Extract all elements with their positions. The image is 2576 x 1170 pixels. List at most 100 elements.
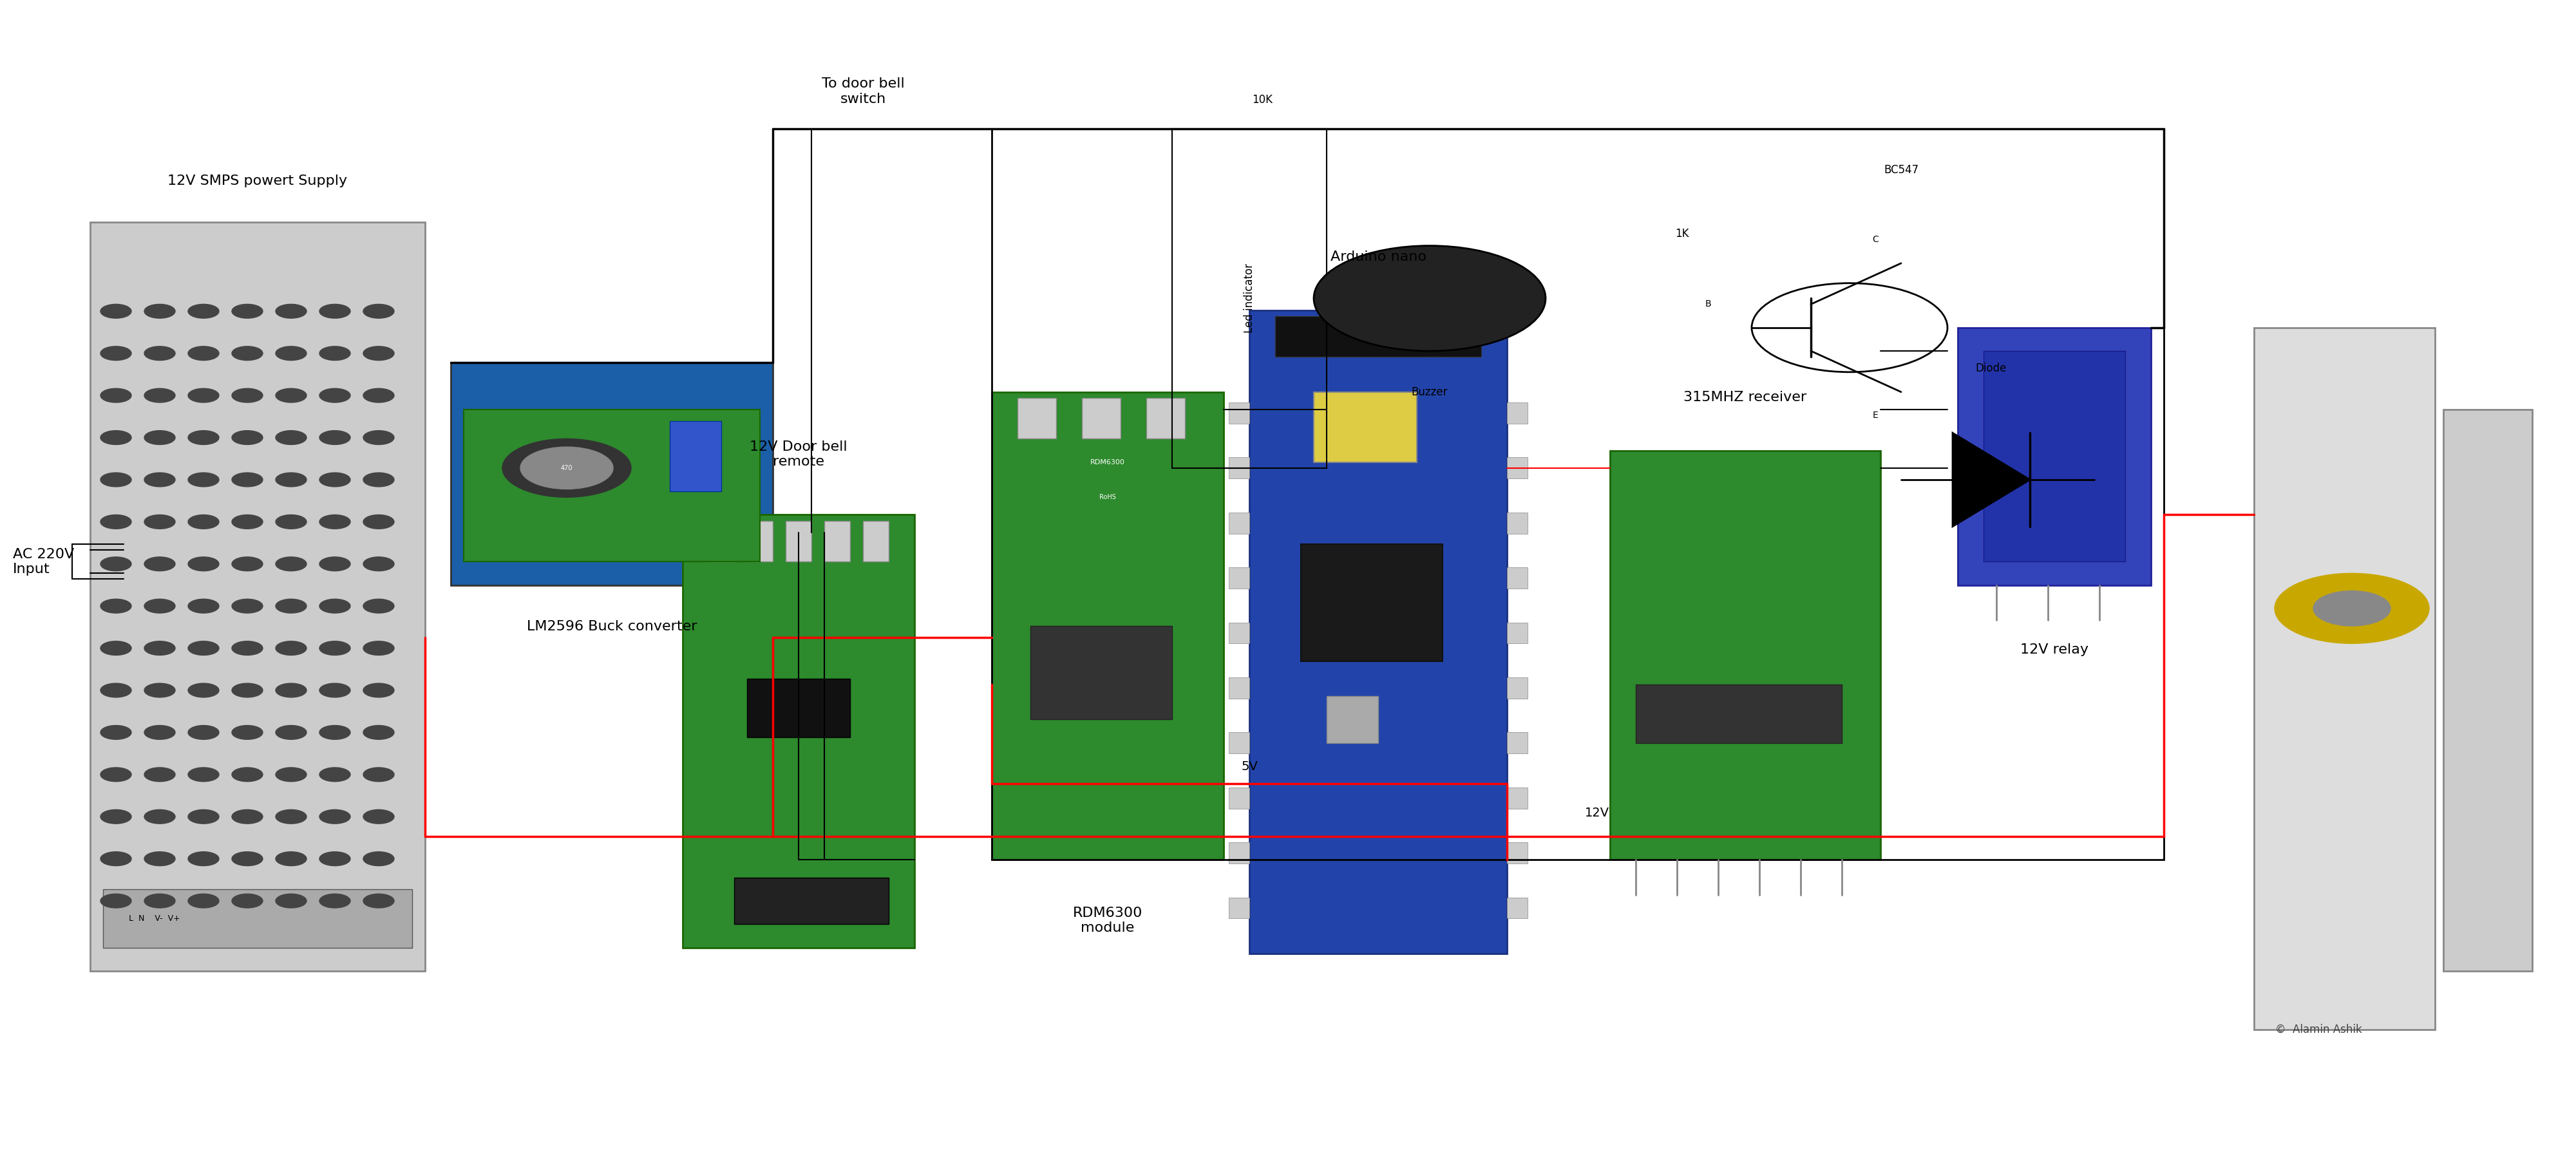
Text: B: B xyxy=(1705,300,1710,309)
Circle shape xyxy=(188,304,219,318)
Circle shape xyxy=(276,641,307,655)
Bar xyxy=(103,889,412,948)
Circle shape xyxy=(144,641,175,655)
Circle shape xyxy=(144,725,175,739)
Text: 5V: 5V xyxy=(1242,760,1257,772)
Circle shape xyxy=(188,599,219,613)
Text: 12V SMPS powert Supply: 12V SMPS powert Supply xyxy=(167,174,348,187)
Circle shape xyxy=(100,894,131,908)
Circle shape xyxy=(276,725,307,739)
Circle shape xyxy=(363,852,394,866)
Bar xyxy=(734,878,889,924)
Circle shape xyxy=(232,725,263,739)
Bar xyxy=(1507,842,1528,863)
Bar xyxy=(1275,316,1481,357)
Bar xyxy=(747,679,850,737)
Circle shape xyxy=(100,683,131,697)
Circle shape xyxy=(232,768,263,782)
Circle shape xyxy=(144,768,175,782)
Circle shape xyxy=(144,304,175,318)
Circle shape xyxy=(232,388,263,402)
Circle shape xyxy=(276,852,307,866)
Bar xyxy=(1327,696,1378,743)
Circle shape xyxy=(232,599,263,613)
Bar xyxy=(90,222,425,971)
Circle shape xyxy=(232,683,263,697)
Circle shape xyxy=(188,725,219,739)
Circle shape xyxy=(188,810,219,824)
Circle shape xyxy=(363,431,394,445)
Bar xyxy=(1229,787,1249,808)
Circle shape xyxy=(100,725,131,739)
Bar xyxy=(1507,457,1528,479)
Circle shape xyxy=(100,557,131,571)
Bar xyxy=(1018,398,1056,439)
Bar xyxy=(1146,398,1185,439)
Bar xyxy=(1249,310,1507,954)
Bar xyxy=(708,521,734,562)
Circle shape xyxy=(188,852,219,866)
Bar xyxy=(863,521,889,562)
Bar xyxy=(1507,512,1528,534)
Bar xyxy=(1984,351,2125,562)
Circle shape xyxy=(319,431,350,445)
Circle shape xyxy=(502,439,631,497)
Circle shape xyxy=(319,473,350,487)
Circle shape xyxy=(100,515,131,529)
Circle shape xyxy=(363,388,394,402)
Circle shape xyxy=(319,894,350,908)
Text: LM2596 Buck converter: LM2596 Buck converter xyxy=(526,620,698,633)
Circle shape xyxy=(100,346,131,360)
Bar xyxy=(1610,450,1880,860)
Bar xyxy=(1507,402,1528,424)
Text: To door bell
switch: To door bell switch xyxy=(822,77,904,105)
Circle shape xyxy=(144,431,175,445)
Bar xyxy=(1636,684,1842,743)
Bar xyxy=(1507,787,1528,808)
Circle shape xyxy=(319,599,350,613)
Bar xyxy=(1314,392,1417,462)
Bar xyxy=(1507,677,1528,698)
Circle shape xyxy=(319,557,350,571)
Bar xyxy=(1229,677,1249,698)
Circle shape xyxy=(276,894,307,908)
Circle shape xyxy=(1314,246,1546,351)
Circle shape xyxy=(363,725,394,739)
Circle shape xyxy=(144,599,175,613)
Bar xyxy=(1229,732,1249,753)
Circle shape xyxy=(232,473,263,487)
Bar xyxy=(1229,622,1249,644)
Circle shape xyxy=(520,447,613,489)
Circle shape xyxy=(363,894,394,908)
Bar xyxy=(786,521,811,562)
Bar xyxy=(1507,732,1528,753)
Circle shape xyxy=(363,768,394,782)
Text: 12V relay: 12V relay xyxy=(2020,644,2089,656)
Circle shape xyxy=(188,894,219,908)
Circle shape xyxy=(188,473,219,487)
Text: Arduino nano: Arduino nano xyxy=(1329,250,1427,263)
Bar xyxy=(2254,328,2434,1030)
Bar xyxy=(1229,842,1249,863)
Polygon shape xyxy=(1953,433,2030,526)
Circle shape xyxy=(188,346,219,360)
Circle shape xyxy=(100,852,131,866)
Circle shape xyxy=(363,515,394,529)
Circle shape xyxy=(188,515,219,529)
Circle shape xyxy=(232,810,263,824)
Circle shape xyxy=(144,346,175,360)
Text: ©  Alamin Ashik: © Alamin Ashik xyxy=(2275,1024,2362,1035)
Circle shape xyxy=(276,304,307,318)
Circle shape xyxy=(100,304,131,318)
Text: 315MHZ receiver: 315MHZ receiver xyxy=(1685,391,1806,404)
Circle shape xyxy=(319,515,350,529)
Bar xyxy=(1229,512,1249,534)
Circle shape xyxy=(363,641,394,655)
Circle shape xyxy=(319,768,350,782)
Circle shape xyxy=(144,515,175,529)
Bar xyxy=(1172,129,1327,468)
Circle shape xyxy=(276,810,307,824)
Circle shape xyxy=(276,768,307,782)
Circle shape xyxy=(232,346,263,360)
Circle shape xyxy=(363,810,394,824)
